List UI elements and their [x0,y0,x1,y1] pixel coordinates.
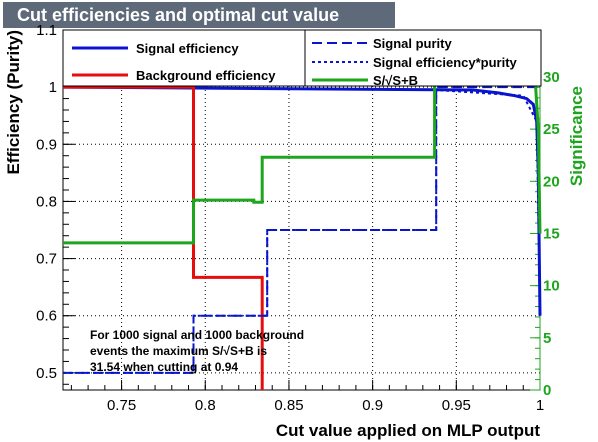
legend-label-2: Signal purity [373,36,453,51]
x-tick-label: 0.95 [442,397,471,414]
y-tick-label: 1 [49,79,57,96]
y-axis-label: Efficiency (Purity) [4,30,23,175]
y2-axis-label: Significance [567,86,586,186]
legend-label-0: Signal efficiency [136,41,239,56]
x-axis-label: Cut value applied on MLP output [276,421,540,440]
y-tick-label: 0.9 [36,136,57,153]
y-tick-label: 0.8 [36,193,57,210]
y2-tick-label: 30 [543,69,560,86]
annotation-line-2: 31.54 when cutting at 0.94 [90,360,238,374]
y-tick-label: 0.5 [36,365,57,382]
x-tick-label: 0.8 [195,397,216,414]
annotation-line-0: For 1000 signal and 1000 background [90,328,304,342]
x-tick-label: 0.9 [362,397,383,414]
y2-tick-label: 10 [543,278,560,295]
x-tick-label: 0.85 [274,397,303,414]
y2-tick-label: 25 [543,121,560,138]
y-tick-label: 1.1 [36,22,57,39]
y-tick-label: 0.6 [36,308,57,325]
legend-box [62,29,542,87]
series-line-3 [63,88,541,374]
y2-tick-label: 20 [543,173,560,190]
y2-tick-label: 5 [543,330,551,347]
x-tick-label: 0.75 [107,397,136,414]
legend-label-4: S/√S+B [373,73,418,88]
y2-tick-label: 0 [543,382,551,399]
y2-tick-label: 15 [543,225,560,242]
legend-label-3: Signal efficiency*purity [373,55,518,70]
annotation-line-1: events the maximum S/√S+B is [90,344,267,358]
x-tick-label: 1 [536,397,544,414]
legend-label-1: Background efficiency [136,68,276,83]
y-tick-label: 0.7 [36,251,57,268]
chart-title: Cut efficiencies and optimal cut value [3,2,395,28]
